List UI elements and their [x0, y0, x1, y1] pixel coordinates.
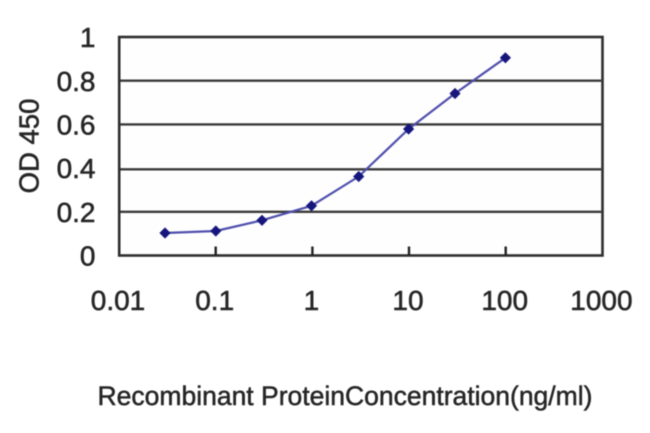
svg-text:0.1: 0.1 — [195, 285, 234, 316]
svg-text:0.01: 0.01 — [91, 285, 146, 316]
svg-text:1: 1 — [80, 22, 96, 53]
svg-text:100: 100 — [481, 285, 528, 316]
svg-text:10: 10 — [392, 285, 423, 316]
svg-text:0: 0 — [80, 241, 96, 272]
svg-text:1000: 1000 — [570, 285, 632, 316]
svg-text:0.8: 0.8 — [57, 66, 96, 97]
svg-text:Recombinant ProteinConcentrati: Recombinant ProteinConcentration(ng/ml) — [98, 381, 593, 411]
svg-text:0.4: 0.4 — [57, 153, 96, 184]
svg-text:OD 450: OD 450 — [14, 99, 45, 194]
svg-text:0.6: 0.6 — [57, 110, 96, 141]
svg-text:0.2: 0.2 — [57, 197, 96, 228]
svg-text:1: 1 — [304, 285, 320, 316]
